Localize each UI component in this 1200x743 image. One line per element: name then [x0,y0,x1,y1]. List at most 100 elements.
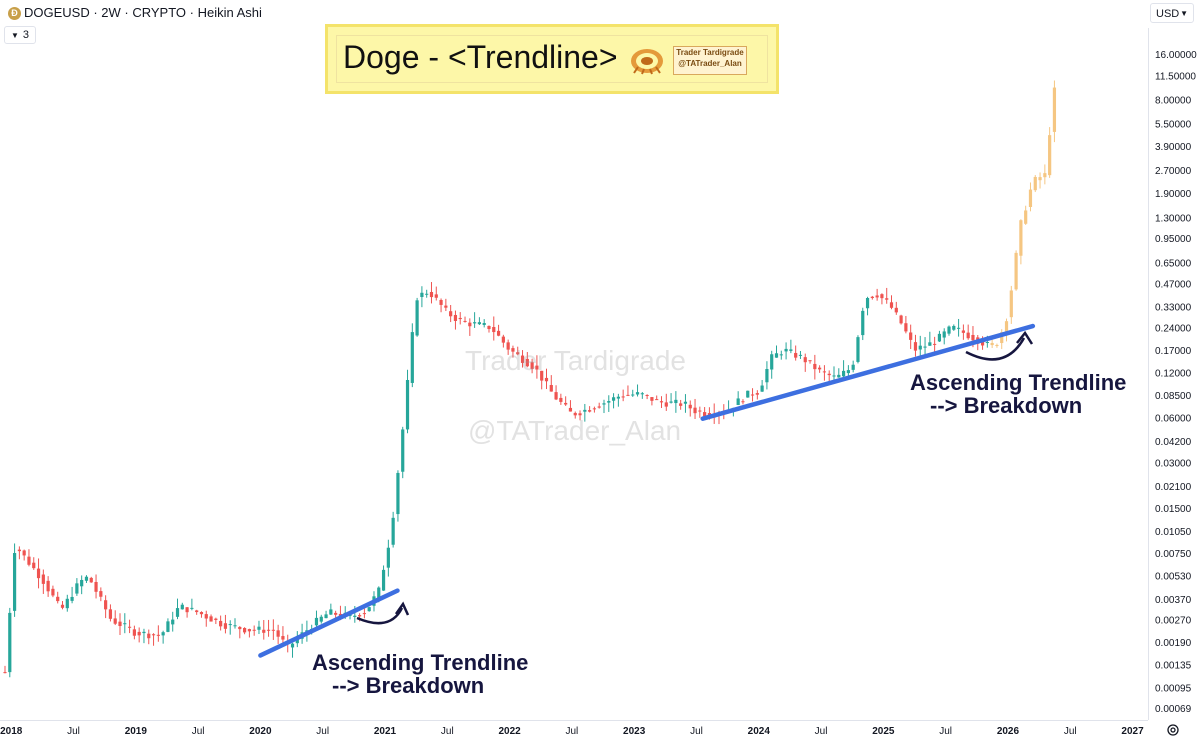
trendline-1[interactable] [258,588,400,658]
candle-body [223,623,228,629]
candle-body [865,298,870,309]
chart-settings-button[interactable] [1165,722,1181,738]
right-annotation-line1: Ascending Trendline [910,370,1127,395]
price-tick-label: 0.01500 [1155,504,1192,515]
currency-selector[interactable]: USD ▼ [1150,3,1194,23]
trendline-2[interactable] [700,323,1036,421]
candle-body [971,334,975,341]
candle-body [1019,220,1023,256]
watermark-handle: @TATrader_Alan [468,415,682,446]
candle-body [621,396,625,398]
candle-body [602,403,606,405]
price-tick-label: 0.08500 [1155,391,1192,402]
candle-body [353,615,357,617]
chevron-down-icon: ▼ [11,31,19,40]
candle-body [180,604,184,610]
brand-card: Trader Tardigrade @TATrader_Alan [673,46,747,75]
candle-body [171,619,175,625]
candle-body [583,409,587,412]
candle-body [1000,332,1004,344]
candle-body [516,352,520,355]
candle-body [51,588,55,596]
time-tick-label: 2021 [374,726,397,737]
candle-body [94,581,98,592]
candle-body [818,367,822,370]
candle-body [549,385,553,392]
candle-body [151,634,156,636]
candle-body [846,370,850,374]
price-tick-label: 8.00000 [1155,95,1192,106]
candle-body [693,407,697,414]
candle-body [664,402,668,407]
candle-body [933,343,937,345]
brand-name: Trader Tardigrade [676,48,744,57]
candle-body [837,374,841,378]
candle-body [65,598,69,609]
candle-body [568,407,573,412]
doge-logo-icon: Ð [8,7,21,20]
price-chart[interactable] [0,0,1148,720]
candle-body [659,401,664,403]
price-tick-label: 0.06000 [1155,414,1192,425]
candle-body [904,323,908,332]
candle-body [1028,189,1033,207]
candle-body [209,616,213,622]
candle-body [377,587,381,599]
projection-series [990,80,1057,350]
candle-body [774,353,779,358]
candle-body [17,549,21,552]
time-tick-label: Jul [67,726,80,737]
candle-body [104,600,108,610]
candle-body [631,394,635,396]
candle-body [396,472,400,515]
candle-body [832,375,836,377]
candle-body [683,401,688,404]
candle-body [990,342,994,346]
watermark-name: Trader Tardigrade [465,345,687,376]
candle-body [89,577,93,583]
candle-body [525,358,529,367]
candle-body [27,556,31,565]
candle-body [12,553,17,611]
candle-body [420,292,424,298]
time-tick-label: Jul [316,726,329,737]
candle-body [741,401,745,403]
indicators-toggle[interactable]: ▼ 3 [4,26,37,44]
candle-body [669,401,673,403]
price-tick-label: 0.65000 [1155,259,1192,270]
candle-body [1038,177,1042,181]
chart-title-banner: Doge - <Trendline> Trader Tardigrade @TA… [325,24,779,94]
candle-body [952,325,956,330]
price-tick-label: 0.00530 [1155,571,1192,582]
left-annotation-line2: --> Breakdown [332,673,485,698]
candle-body [156,634,160,636]
candle-body [32,562,36,569]
candle-body [750,394,755,396]
candle-body [530,362,534,369]
candle-body [425,293,429,295]
candle-body [688,404,692,409]
candle-body [607,401,611,403]
candle-body [1024,210,1028,224]
price-axis[interactable]: 16.00000 11.50000 8.00000 5.50000 3.90000 2.7… [1148,28,1200,720]
candle-body [923,346,927,348]
annotation-arrows [356,330,1034,625]
price-tick-label: 0.03000 [1155,459,1192,470]
candle-body [281,636,285,640]
candle-body [123,623,127,625]
candle-body [1004,321,1009,332]
right-arrowhead-icon [1016,330,1034,345]
symbol-title[interactable]: DOGEUSD · 2W · CRYPTO · Heikin Ashi [24,5,262,20]
candle-body [247,629,251,632]
candle-body [367,607,371,612]
candle-body [899,315,903,324]
candle-body [142,631,146,634]
candle-body [290,643,295,648]
candle-body [827,373,831,376]
candle-body [439,299,443,305]
price-tick-label: 0.47000 [1155,280,1192,291]
candle-body [578,413,582,416]
candle-body [559,397,563,402]
time-axis[interactable]: 2018 Jul 2019 Jul 2020 Jul 2021 Jul 2022 Jul 2023 J… [0,720,1148,740]
candle-body [856,337,860,362]
